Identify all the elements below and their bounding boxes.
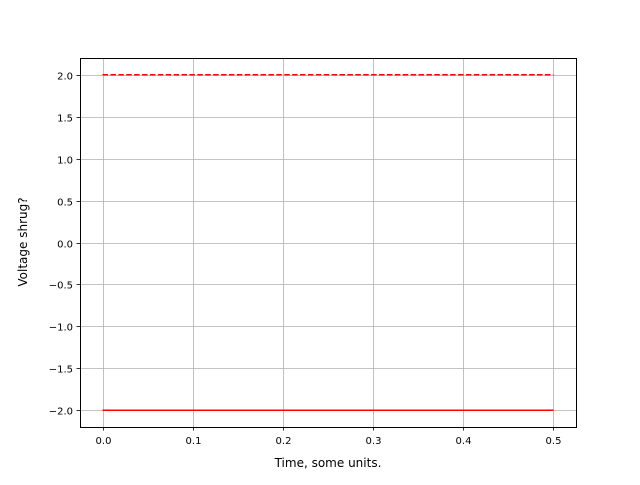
grid: [80, 58, 576, 427]
y-tick-label: 1.0: [57, 156, 73, 167]
y-tick-label: 1.5: [57, 114, 73, 125]
x-tick-label: 0.3: [366, 436, 382, 447]
axes-frame: [80, 58, 577, 428]
x-tick-label: 0.5: [546, 436, 562, 447]
y-tick-label: −1.0: [49, 323, 73, 334]
y-tick-label: −0.5: [49, 281, 73, 292]
x-axis-label: Time, some units.: [274, 456, 382, 470]
ticks: 0.0 0.1 0.2 0.3 0.4 0.5 2.0 1.5 1.0 0.5 0.0 −0.5 −1.…: [49, 72, 562, 448]
y-tick-label: 0.5: [57, 198, 73, 209]
x-tick-label: 0.2: [276, 436, 292, 447]
y-tick-label: 2.0: [57, 72, 73, 83]
y-axis-label: Voltage shrug?: [16, 197, 30, 286]
y-tick-label: −1.5: [49, 365, 73, 376]
x-tick-label: 0.1: [186, 436, 202, 447]
x-tick-label: 0.4: [456, 436, 472, 447]
y-tick-label: 0.0: [57, 240, 73, 251]
x-tick-label: 0.0: [96, 436, 112, 447]
series-group: [102, 74, 554, 411]
y-tick-label: −2.0: [49, 407, 73, 418]
